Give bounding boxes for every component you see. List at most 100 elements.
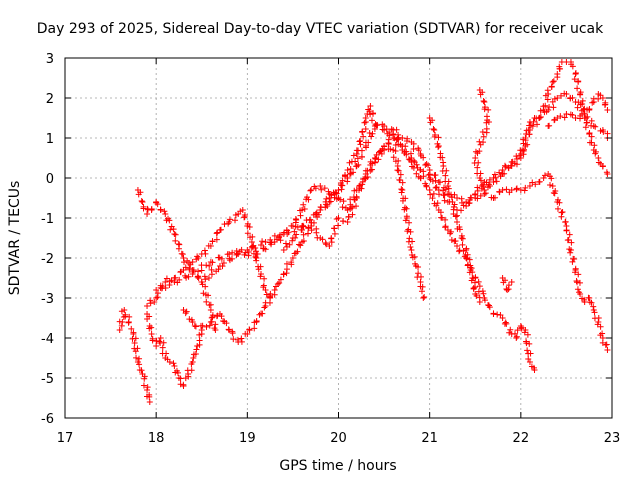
data-point: [352, 158, 359, 165]
data-point: [417, 283, 424, 290]
data-point: [206, 262, 213, 269]
data-point: [407, 244, 414, 251]
data-point: [572, 71, 579, 77]
data-point: [181, 259, 188, 266]
data-point: [188, 367, 195, 374]
data-point: [483, 129, 490, 136]
data-point: [393, 126, 400, 133]
data-point: [569, 112, 576, 119]
data-point: [324, 202, 331, 209]
data-point: [299, 207, 306, 213]
data-point: [305, 230, 312, 237]
data-point: [293, 231, 300, 238]
data-point: [444, 227, 451, 233]
data-point: [386, 132, 393, 139]
data-point: [323, 195, 330, 202]
y-tick-label: 2: [46, 92, 54, 107]
data-point: [349, 203, 356, 210]
data-point: [451, 238, 458, 245]
x-axis-tick-labels: 17 18 19 20 21 22 23: [57, 431, 621, 446]
data-point: [421, 293, 428, 300]
data-point: [556, 63, 563, 70]
data-point: [394, 136, 401, 143]
data-point: [337, 180, 344, 187]
data-point: [259, 238, 266, 245]
data-point: [201, 273, 208, 280]
data-point: [190, 267, 197, 274]
data-point: [138, 197, 145, 204]
data-point: [575, 78, 582, 85]
data-point: [162, 279, 169, 285]
data-point: [430, 190, 437, 197]
data-point: [189, 359, 196, 365]
data-point: [517, 187, 524, 193]
data-point: [178, 250, 185, 257]
data-point: [161, 208, 168, 215]
data-point: [486, 304, 493, 311]
data-point: [333, 190, 340, 197]
data-point: [289, 223, 296, 229]
data-point: [367, 158, 374, 165]
data-point: [502, 319, 509, 326]
data-point: [144, 384, 151, 391]
data-point: [230, 336, 237, 343]
data-point: [599, 95, 606, 101]
data-point: [362, 115, 369, 122]
data-point: [507, 326, 514, 333]
data-point: [339, 204, 346, 211]
data-point: [360, 176, 367, 183]
data-point: [207, 301, 214, 308]
data-point: [321, 185, 328, 192]
data-point: [202, 283, 209, 290]
data-point: [403, 151, 410, 158]
data-point: [245, 249, 252, 256]
data-point: [326, 243, 333, 249]
data-point: [600, 128, 607, 135]
data-point: [463, 255, 470, 261]
data-point: [172, 231, 179, 238]
data-point: [420, 154, 427, 161]
data-point: [192, 323, 199, 330]
data-point: [366, 130, 373, 137]
data-point: [190, 351, 197, 358]
data-point: [395, 167, 402, 174]
data-point: [436, 191, 443, 198]
data-point: [577, 112, 584, 119]
grid-lines: [65, 58, 612, 418]
data-point: [180, 381, 187, 388]
data-point: [203, 323, 210, 330]
y-tick-label: -3: [41, 292, 54, 307]
data-point: [297, 242, 304, 249]
data-point: [353, 203, 360, 210]
data-point: [135, 191, 142, 198]
data-point: [577, 291, 584, 297]
data-point: [575, 271, 582, 278]
data-point: [604, 347, 611, 353]
data-point: [177, 375, 184, 382]
data-point: [241, 251, 248, 258]
data-point: [590, 303, 597, 310]
data-point: [397, 171, 404, 178]
data-point: [148, 206, 155, 213]
data-point: [526, 183, 533, 189]
data-point: [223, 320, 230, 327]
data-point: [249, 233, 256, 240]
data-point: [601, 101, 608, 108]
data-point: [205, 274, 212, 281]
data-point: [361, 119, 368, 126]
data-point: [466, 269, 473, 276]
data-point: [246, 224, 253, 231]
data-point: [475, 278, 482, 285]
data-point: [483, 119, 490, 126]
data-point: [167, 226, 174, 233]
data-point: [514, 327, 521, 334]
x-tick-label: 19: [239, 431, 256, 446]
data-point: [474, 195, 481, 202]
data-point: [542, 102, 549, 109]
data-point: [521, 329, 528, 336]
data-point: [472, 148, 479, 155]
data-point: [526, 359, 533, 365]
data-point: [579, 97, 586, 104]
data-point: [312, 185, 319, 192]
data-point: [500, 279, 507, 286]
